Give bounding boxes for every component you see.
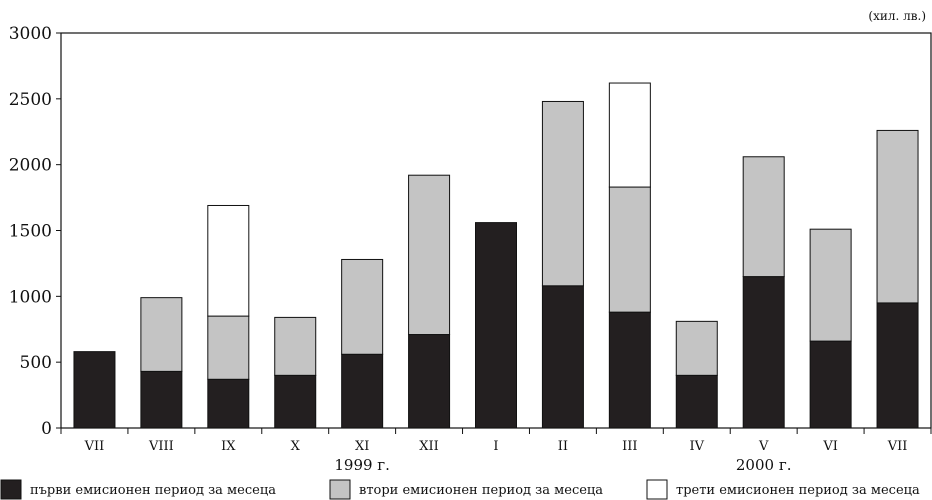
x-tick-label: V: [758, 439, 769, 454]
bar-segment-series-2: [207, 315, 250, 380]
bar-segment-series-1: [541, 285, 584, 429]
year-label: 1999 г.: [334, 456, 390, 474]
y-tick-label: 1500: [9, 222, 52, 242]
x-tick-label: I: [493, 439, 498, 454]
bar-segment-series-2: [742, 156, 785, 278]
x-tick-label: XII: [419, 439, 439, 454]
legend-swatch-series-2: [329, 479, 351, 500]
bar-segment-series-2: [408, 174, 451, 336]
x-tick-label: X: [291, 439, 301, 454]
bar-segment-series-1: [341, 353, 384, 429]
legend-label-series-2: втори емисионен период за месеца: [359, 483, 603, 498]
y-tick-label: 0: [41, 419, 52, 439]
x-tick-label: VI: [822, 439, 838, 454]
legend-label-series-1: първи емисионен период за месеца: [30, 483, 276, 498]
x-tick-label: VII: [84, 439, 105, 454]
bar-segment-series-1: [742, 276, 785, 429]
bar-segment-series-3: [608, 82, 651, 188]
x-tick-label: IX: [221, 439, 236, 454]
bar-segment-series-2: [608, 186, 651, 313]
x-tick-label: III: [622, 439, 637, 454]
x-tick-label: VII: [887, 439, 908, 454]
y-tick-label: 2500: [9, 90, 52, 110]
y-tick-label: 500: [20, 353, 52, 373]
bar-segment-series-1: [675, 374, 718, 429]
bar-segment-series-2: [341, 258, 384, 355]
bar-segment-series-1: [809, 340, 852, 429]
bar-segment-series-1: [608, 311, 651, 429]
bar-segment-series-2: [809, 228, 852, 342]
bar-segment-series-3: [207, 204, 250, 317]
bar-segment-series-1: [73, 351, 116, 429]
bar-segment-series-1: [140, 370, 183, 429]
bar-segment-series-2: [876, 129, 919, 304]
legend-label-series-3: трети емисионен период за месеца: [676, 483, 920, 498]
bar-segment-series-2: [140, 297, 183, 372]
unit-label: (хил. лв.): [868, 9, 926, 23]
bar-segment-series-2: [541, 100, 584, 287]
x-tick-label: II: [558, 439, 568, 454]
bar-segment-series-1: [274, 374, 317, 429]
legend: първи емисионен период за месеца втори ем…: [0, 479, 920, 500]
bar-segment-series-1: [408, 334, 451, 429]
bar-segment-series-1: [475, 222, 517, 429]
bar-segment-series-2: [274, 316, 317, 376]
x-tick-label: VIII: [148, 439, 174, 454]
legend-swatch-series-3: [646, 479, 668, 500]
x-tick-label: IV: [690, 439, 705, 454]
y-tick-label: 2000: [9, 156, 52, 176]
bar-segment-series-1: [207, 378, 250, 429]
x-tick-label: XI: [355, 439, 369, 454]
y-tick-label: 3000: [9, 24, 52, 44]
bar-segment-series-2: [675, 320, 718, 376]
legend-swatch-series-1: [0, 479, 22, 500]
year-label: 2000 г.: [736, 456, 792, 474]
y-tick-label: 1000: [9, 287, 52, 307]
bar-segment-series-1: [876, 302, 919, 429]
